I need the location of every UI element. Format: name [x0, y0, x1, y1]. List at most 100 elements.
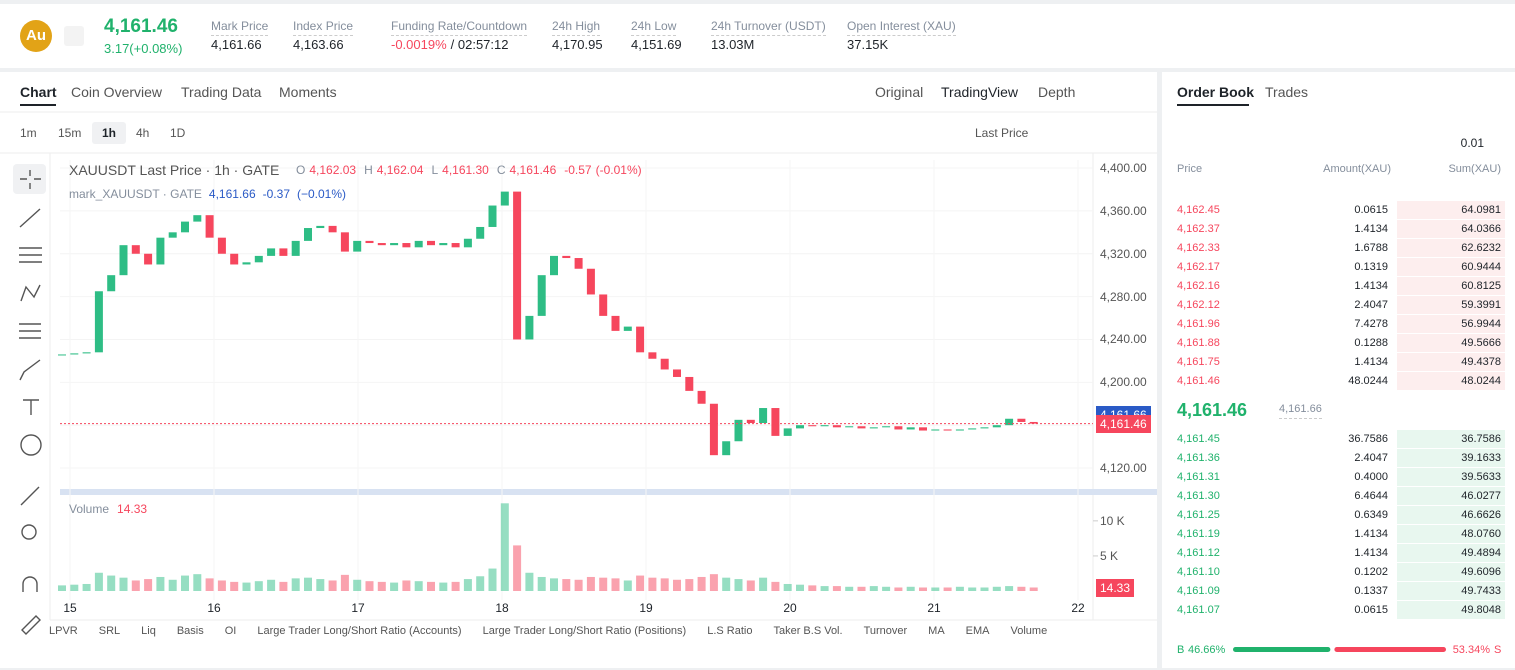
stat-value: -0.0019% [391, 37, 447, 52]
pane-separator [60, 489, 1157, 495]
depth-bar [1397, 468, 1505, 486]
volume-bar [217, 580, 226, 591]
candle [783, 428, 792, 436]
indicator-button[interactable]: Taker B.S Vol. [773, 625, 843, 637]
tab[interactable]: Chart [20, 84, 57, 100]
indicator-button[interactable]: Turnover [863, 625, 908, 637]
mark-value: (−0.01%) [297, 187, 347, 201]
channel-tool[interactable] [19, 247, 42, 263]
tool-selected[interactable] [13, 164, 46, 194]
indicator-button[interactable]: Liq [141, 625, 156, 637]
legend-mark: mark_XAUUSDT · GATE 4,161.66 -0.37 (−0.01%) [69, 185, 346, 203]
indicator-button[interactable]: EMA [965, 625, 990, 637]
coin-icon [20, 20, 52, 52]
book-sum: 48.0760 [1461, 528, 1501, 540]
sell-ratio: 53.34% [1452, 644, 1490, 656]
y-tick-label: 4,360.00 [1100, 203, 1147, 218]
stat-value: 4,161.66 [211, 37, 262, 52]
volume-bar [857, 586, 866, 591]
book-sum: 49.6096 [1461, 566, 1501, 578]
emoji-tool[interactable] [20, 434, 42, 456]
brush-tool[interactable] [19, 359, 41, 381]
depth-bar [1397, 353, 1505, 371]
book-amount: 0.0615 [1354, 204, 1388, 216]
indicator-button[interactable]: MA [928, 625, 945, 637]
view-tab[interactable]: Original [875, 84, 924, 100]
sell-ratio-bar [1334, 647, 1446, 652]
crosshair-tool[interactable] [20, 170, 41, 189]
favorite-button[interactable] [64, 26, 84, 46]
tab[interactable]: Coin Overview [71, 84, 163, 100]
stat-value: 4,170.95 [552, 37, 603, 52]
depth-bar [1397, 372, 1505, 390]
depth-bar [1397, 449, 1505, 467]
pencil-tool[interactable] [21, 615, 41, 635]
indicator-button[interactable]: Large Trader Long/Short Ratio (Positions… [482, 625, 687, 637]
ruler-tool[interactable] [20, 486, 40, 506]
candle [1029, 421, 1038, 424]
depth-bar [1397, 201, 1505, 219]
candle [205, 215, 214, 238]
candle [992, 425, 1001, 428]
line-tool[interactable] [19, 208, 41, 228]
indicator-button[interactable]: Large Trader Long/Short Ratio (Accounts) [257, 625, 462, 637]
book-price: 4,161.10 [1177, 566, 1220, 578]
indicator-button[interactable]: OI [224, 625, 237, 637]
book-sum: 49.4894 [1461, 547, 1501, 559]
volume-bar [599, 577, 608, 591]
interval-button[interactable]: 1D [170, 126, 186, 140]
indicator-button[interactable]: SRL [98, 625, 121, 637]
candle [857, 426, 866, 429]
volume-bar [746, 580, 755, 591]
candle [119, 245, 128, 276]
zoom-tool[interactable] [21, 524, 37, 540]
candle [550, 255, 558, 276]
depth-bar [1397, 582, 1505, 600]
volume-bar [808, 585, 817, 591]
magnet-tool[interactable] [22, 576, 38, 592]
precision-select[interactable]: 0.01 [1460, 136, 1484, 150]
tab[interactable]: Trading Data [181, 84, 262, 100]
indicator-button[interactable]: Volume [1010, 625, 1048, 637]
fib-tool[interactable] [19, 323, 41, 339]
candle [316, 225, 325, 229]
interval-button[interactable]: 15m [58, 126, 82, 140]
interval-button[interactable]: 1h [102, 126, 117, 140]
interval-button[interactable]: 4h [136, 126, 150, 140]
volume-bar [242, 582, 251, 591]
candle [427, 240, 435, 246]
legend-ohlc: O 4,162.03 H 4,162.04 L 4,161.30 C 4,161.46 -0.5… [296, 161, 642, 179]
volume-bar [783, 583, 792, 591]
book-tab[interactable]: Order Book [1177, 84, 1255, 100]
book-amount: 0.1288 [1354, 337, 1388, 349]
interval-button[interactable]: 1m [20, 126, 37, 140]
view-tab[interactable]: TradingView [941, 84, 1019, 100]
volume-tick-label: 5 K [1100, 548, 1119, 563]
y-tick-label: 4,240.00 [1100, 332, 1147, 347]
interval-selected [92, 122, 126, 144]
book-tab[interactable]: Trades [1265, 84, 1309, 100]
volume-bar [476, 576, 485, 591]
stat-label: 24h Low [631, 17, 677, 36]
text-tool[interactable] [23, 399, 39, 415]
volume-bar [1005, 586, 1014, 591]
price-type-select[interactable]: Last Price [975, 126, 1029, 140]
tab[interactable]: Moments [279, 84, 337, 100]
candle [193, 215, 202, 222]
volume-bar [168, 579, 177, 591]
volume-bar [955, 586, 964, 591]
volume-bar [131, 580, 140, 591]
view-tab[interactable]: Depth [1038, 84, 1076, 100]
volume-bar [340, 574, 349, 591]
y-tick-label: 4,120.00 [1100, 461, 1147, 476]
candle [353, 240, 362, 252]
indicator-button[interactable]: LPVR [49, 625, 78, 637]
book-price: 4,161.88 [1177, 337, 1220, 349]
indicator-button[interactable]: L.S Ratio [707, 625, 753, 637]
volume-bar [931, 587, 940, 591]
pattern-tool[interactable] [20, 284, 41, 302]
column-header: Price [1177, 163, 1203, 175]
book-amount: 1.4134 [1354, 223, 1388, 235]
x-tick-label: 21 [927, 601, 941, 615]
indicator-button[interactable]: Basis [176, 625, 204, 637]
